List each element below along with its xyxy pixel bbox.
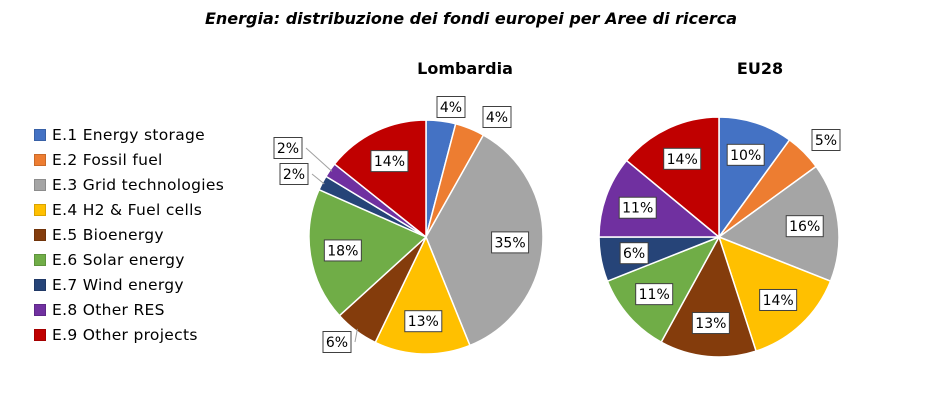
data-label: 11% <box>639 287 670 303</box>
legend-item: E.7 Wind energy <box>34 272 224 297</box>
data-label-box <box>759 288 798 311</box>
data-label-box <box>726 143 765 166</box>
chart-title: Energia: distribuzione dei fondi europei… <box>204 9 738 28</box>
legend-swatch <box>34 128 46 141</box>
data-label-box <box>404 310 443 333</box>
legend-label: E.8 Other RES <box>52 300 165 319</box>
legend-swatch <box>34 153 46 166</box>
data-label: 6% <box>623 246 645 262</box>
data-label-box <box>619 242 649 265</box>
legend-item: E.1 Energy storage <box>34 122 224 147</box>
pie-title: Lombardia <box>417 59 513 78</box>
data-label: 11% <box>622 201 653 217</box>
data-label: 16% <box>789 219 820 235</box>
data-label-box <box>322 331 352 353</box>
pie-lombardia: Lombardia 4% 4% 35% 13% 6% 18% 2% 2% 14% <box>273 59 544 355</box>
legend-label: E.6 Solar energy <box>52 250 185 269</box>
data-label: 4% <box>486 110 508 126</box>
legend-item: E.3 Grid technologies <box>34 172 224 197</box>
data-label: 2% <box>283 167 305 183</box>
legend-swatch <box>34 278 46 291</box>
data-label: 13% <box>408 314 439 330</box>
pie-slice <box>374 235 471 355</box>
data-label-box <box>323 239 362 262</box>
data-label-box <box>436 96 466 118</box>
data-label: 6% <box>326 335 348 351</box>
legend-item: E.6 Solar energy <box>34 247 224 272</box>
legend-swatch <box>34 228 46 241</box>
data-label-box <box>635 283 674 306</box>
legend-label: E.7 Wind energy <box>52 275 184 294</box>
legend-swatch <box>34 303 46 316</box>
data-label-box <box>785 215 824 238</box>
pie-title: EU28 <box>737 59 783 78</box>
data-label: 2% <box>277 141 299 157</box>
data-label-box <box>482 106 512 128</box>
data-label-box <box>279 163 309 185</box>
data-label: 18% <box>327 243 358 259</box>
data-label-box <box>273 137 303 159</box>
data-label: 35% <box>495 235 526 251</box>
legend-swatch <box>34 328 46 341</box>
legend-swatch <box>34 253 46 266</box>
data-label: 14% <box>667 152 698 168</box>
legend-item: E.9 Other projects <box>34 322 224 347</box>
legend-item: E.2 Fossil fuel <box>34 147 224 172</box>
data-label-box <box>618 196 657 219</box>
data-label-box <box>370 150 409 173</box>
pie-slice <box>333 119 427 239</box>
legend-label: E.4 H2 & Fuel cells <box>52 200 203 219</box>
data-label: 10% <box>730 148 761 164</box>
legend-item: E.5 Bioenergy <box>34 222 224 247</box>
data-label-box <box>691 312 730 335</box>
pie-slice <box>625 116 720 239</box>
pie-eu28: EU28 10% 5% 16% 14% 13% 11% 6% 11% 14% <box>598 59 841 358</box>
data-label: 5% <box>815 133 837 149</box>
legend-swatch <box>34 178 46 191</box>
legend-item: E.8 Other RES <box>34 297 224 322</box>
leader-line <box>305 147 333 172</box>
legend: E.1 Energy storage E.2 Fossil fuel E.3 Gri… <box>34 122 224 347</box>
legend-swatch <box>34 203 46 216</box>
legend-label: E.1 Energy storage <box>52 125 205 144</box>
legend-label: E.2 Fossil fuel <box>52 150 163 169</box>
pie-slice <box>425 134 544 347</box>
data-label-box <box>491 231 530 254</box>
legend-item: E.4 H2 & Fuel cells <box>34 197 224 222</box>
leader-line <box>354 328 358 343</box>
data-label: 4% <box>440 100 462 116</box>
legend-label: E.3 Grid technologies <box>52 175 225 194</box>
pie-slice <box>717 165 840 283</box>
data-label: 14% <box>763 293 794 309</box>
data-label-box <box>663 147 702 170</box>
pie-slice <box>308 188 428 317</box>
legend-label: E.9 Other projects <box>52 325 198 344</box>
data-label: 13% <box>695 316 726 332</box>
data-label-box <box>811 129 841 151</box>
legend-label: E.5 Bioenergy <box>52 225 164 244</box>
pie-slice <box>660 235 758 358</box>
leader-line <box>311 173 325 185</box>
data-label: 14% <box>374 154 405 170</box>
